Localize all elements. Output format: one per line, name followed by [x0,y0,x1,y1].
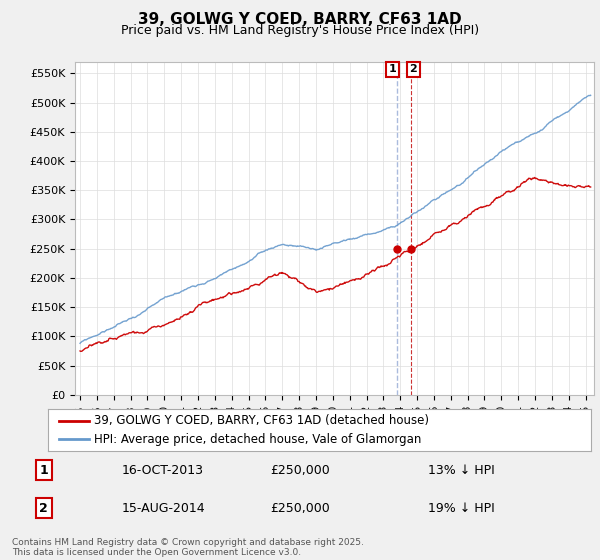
Text: 39, GOLWG Y COED, BARRY, CF63 1AD: 39, GOLWG Y COED, BARRY, CF63 1AD [138,12,462,27]
Text: 13% ↓ HPI: 13% ↓ HPI [428,464,494,477]
Text: 39, GOLWG Y COED, BARRY, CF63 1AD (detached house): 39, GOLWG Y COED, BARRY, CF63 1AD (detac… [94,414,429,427]
Text: 2: 2 [40,502,48,515]
Text: Price paid vs. HM Land Registry's House Price Index (HPI): Price paid vs. HM Land Registry's House … [121,24,479,36]
Text: Contains HM Land Registry data © Crown copyright and database right 2025.
This d: Contains HM Land Registry data © Crown c… [12,538,364,557]
Text: £250,000: £250,000 [270,464,330,477]
Text: 1: 1 [389,64,397,74]
Text: 2: 2 [409,64,417,74]
Text: 16-OCT-2013: 16-OCT-2013 [121,464,203,477]
Text: 1: 1 [40,464,48,477]
Text: HPI: Average price, detached house, Vale of Glamorgan: HPI: Average price, detached house, Vale… [94,432,422,446]
Text: £250,000: £250,000 [270,502,330,515]
Text: 15-AUG-2014: 15-AUG-2014 [121,502,205,515]
Text: 19% ↓ HPI: 19% ↓ HPI [428,502,494,515]
